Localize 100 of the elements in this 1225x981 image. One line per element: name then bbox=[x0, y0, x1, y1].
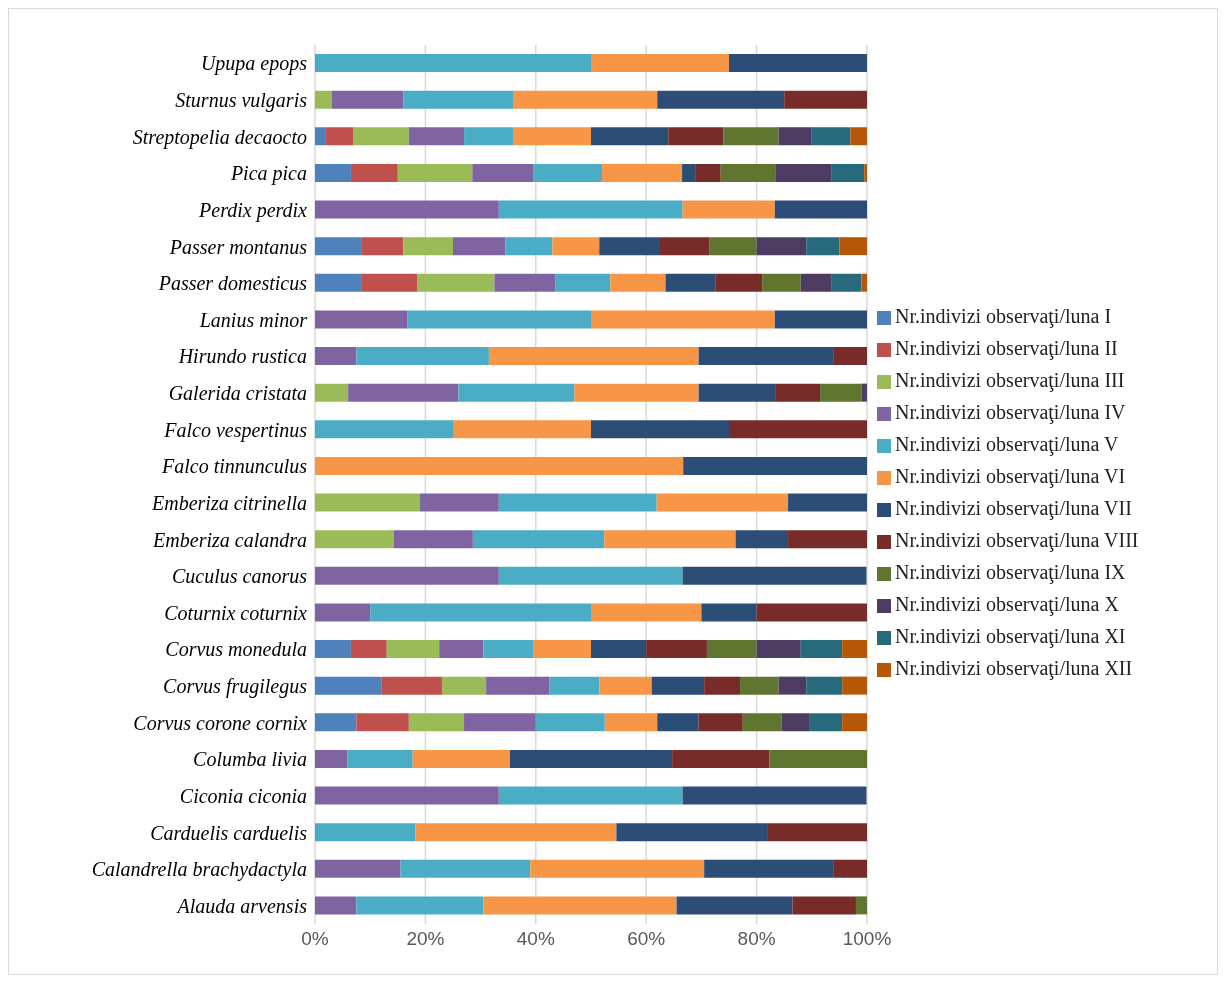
bar bbox=[407, 310, 591, 329]
bar bbox=[709, 237, 757, 256]
bar bbox=[831, 163, 865, 182]
bar bbox=[315, 640, 351, 658]
bar bbox=[698, 347, 834, 365]
bar bbox=[604, 713, 658, 732]
x-tick-label: 60% bbox=[627, 928, 666, 950]
bar bbox=[735, 530, 789, 549]
x-tick-label: 20% bbox=[406, 928, 445, 950]
bar bbox=[591, 640, 647, 658]
legend-label: Nr.indivizi observaţi/luna X bbox=[895, 592, 1119, 615]
bar bbox=[315, 896, 357, 915]
bar bbox=[676, 896, 793, 915]
bar bbox=[555, 273, 611, 292]
bar bbox=[472, 530, 605, 549]
y-tick-label: Carduelis carduelis bbox=[150, 821, 308, 844]
bar bbox=[591, 420, 729, 439]
bar bbox=[397, 163, 473, 182]
bar bbox=[415, 823, 617, 842]
bar bbox=[778, 127, 812, 146]
bar bbox=[458, 383, 575, 402]
bar bbox=[464, 127, 514, 146]
bar bbox=[657, 90, 785, 109]
bar bbox=[356, 713, 409, 732]
y-tick-label: Columba livia bbox=[193, 748, 307, 771]
bar bbox=[809, 713, 843, 732]
bar bbox=[701, 603, 757, 622]
x-tick-label: 80% bbox=[737, 928, 776, 950]
bar bbox=[665, 273, 716, 292]
bar bbox=[599, 676, 652, 695]
y-tick-label: Falco vespertinus bbox=[163, 418, 308, 442]
bar bbox=[408, 713, 465, 732]
bar bbox=[775, 163, 832, 182]
legend-label: Nr.indivizi observaţi/luna IX bbox=[895, 560, 1126, 583]
bar bbox=[417, 273, 495, 292]
bar bbox=[591, 603, 702, 622]
y-tick-label: Perdix perdix bbox=[198, 198, 308, 222]
bar bbox=[381, 676, 442, 695]
bar bbox=[660, 237, 710, 256]
bar bbox=[509, 749, 673, 768]
bar bbox=[315, 823, 416, 842]
bar bbox=[756, 640, 801, 658]
bar bbox=[315, 493, 420, 512]
bar bbox=[591, 54, 729, 72]
y-tick-label: Emberiza citrinella bbox=[151, 491, 307, 514]
bar bbox=[682, 163, 696, 182]
bar bbox=[350, 163, 398, 182]
y-tick-label: Corvus monedula bbox=[165, 638, 307, 661]
bar bbox=[549, 676, 600, 695]
bar bbox=[704, 859, 834, 878]
bar bbox=[774, 200, 867, 219]
bar bbox=[602, 163, 683, 182]
bar bbox=[839, 237, 867, 256]
bar bbox=[403, 90, 514, 109]
bar bbox=[704, 676, 741, 695]
bar bbox=[353, 127, 409, 146]
bar bbox=[347, 749, 413, 768]
bar bbox=[668, 127, 724, 146]
bar bbox=[494, 273, 556, 292]
legend-label: Nr.indivizi observaţi/luna I bbox=[895, 304, 1112, 327]
bar bbox=[800, 640, 843, 658]
legend-label: Nr.indivizi observaţi/luna II bbox=[895, 336, 1118, 359]
bar bbox=[591, 310, 775, 329]
y-tick-label: Ciconia ciconia bbox=[179, 784, 307, 807]
bar bbox=[315, 90, 332, 109]
bar bbox=[682, 200, 775, 219]
bar bbox=[486, 676, 550, 695]
legend-label: Nr.indivizi observaţi/luna IV bbox=[895, 400, 1126, 423]
bar bbox=[657, 713, 699, 732]
bar bbox=[833, 347, 867, 365]
bar bbox=[315, 54, 591, 72]
bar bbox=[742, 713, 782, 732]
bar bbox=[698, 713, 743, 732]
bar bbox=[315, 786, 499, 805]
bar bbox=[792, 896, 856, 915]
bar bbox=[530, 859, 705, 878]
bar bbox=[315, 273, 362, 292]
y-tick-label: Passer montanus bbox=[168, 235, 308, 258]
legend-label: Nr.indivizi observaţi/luna VIII bbox=[895, 528, 1139, 551]
bar bbox=[842, 640, 867, 658]
bar bbox=[604, 530, 736, 549]
bar bbox=[599, 237, 660, 256]
bar bbox=[729, 54, 867, 72]
bar bbox=[315, 749, 348, 768]
bar bbox=[315, 859, 401, 878]
bar bbox=[855, 896, 867, 915]
y-tick-label: Falco tinnunculus bbox=[161, 455, 308, 478]
bar bbox=[483, 640, 534, 658]
bar bbox=[806, 676, 843, 695]
bar bbox=[315, 347, 357, 365]
bar bbox=[315, 237, 362, 256]
bar bbox=[315, 200, 499, 219]
bar bbox=[513, 90, 658, 109]
bar bbox=[762, 273, 801, 292]
bar bbox=[552, 237, 600, 256]
bar bbox=[350, 640, 387, 658]
y-tick-label: Upupa epops bbox=[200, 52, 308, 76]
y-tick-label: Corvus corone cornix bbox=[133, 711, 308, 734]
bar bbox=[408, 127, 465, 146]
bar bbox=[483, 896, 677, 915]
